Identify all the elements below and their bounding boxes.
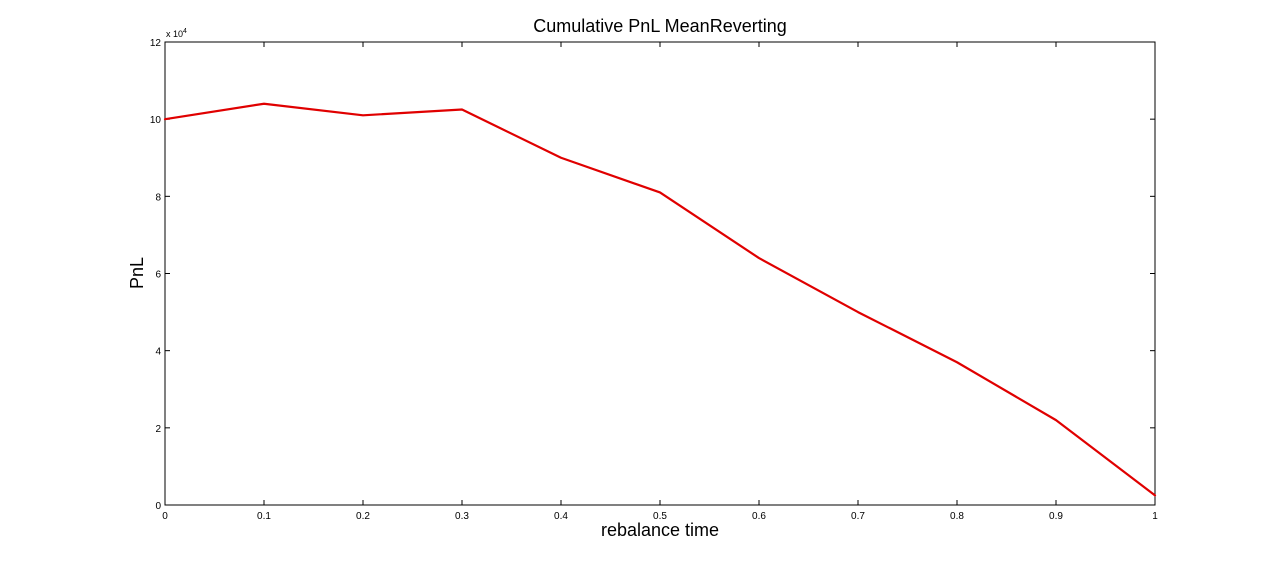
x-tick-label: 0 (162, 511, 168, 522)
y-tick-label: 8 (155, 192, 161, 203)
x-tick-label: 0.1 (257, 511, 271, 522)
x-tick-label: 0.9 (1049, 511, 1063, 522)
y-axis-label: PnL (127, 257, 147, 289)
x-tick-label: 1 (1152, 511, 1158, 522)
chart-title: Cumulative PnL MeanReverting (533, 16, 786, 36)
y-tick-label: 6 (155, 270, 161, 281)
x-tick-label: 0.8 (950, 511, 964, 522)
x-tick-label: 0.4 (554, 511, 568, 522)
x-tick-label: 0.3 (455, 511, 469, 522)
x-tick-label: 0.7 (851, 511, 865, 522)
y-tick-label: 2 (155, 424, 161, 435)
y-tick-label: 12 (150, 38, 162, 49)
y-exponent-label: x 104 (166, 28, 187, 39)
y-tick-label: 10 (150, 115, 162, 126)
x-axis-label: rebalance time (601, 520, 719, 540)
x-tick-label: 0.6 (752, 511, 766, 522)
y-tick-label: 0 (155, 501, 161, 512)
plot-area (164, 41, 1156, 506)
series-group (163, 102, 1157, 497)
x-tick-label: 0.2 (356, 511, 370, 522)
x-tick-label: 0.5 (653, 511, 667, 522)
y-tick-label: 4 (155, 347, 161, 358)
